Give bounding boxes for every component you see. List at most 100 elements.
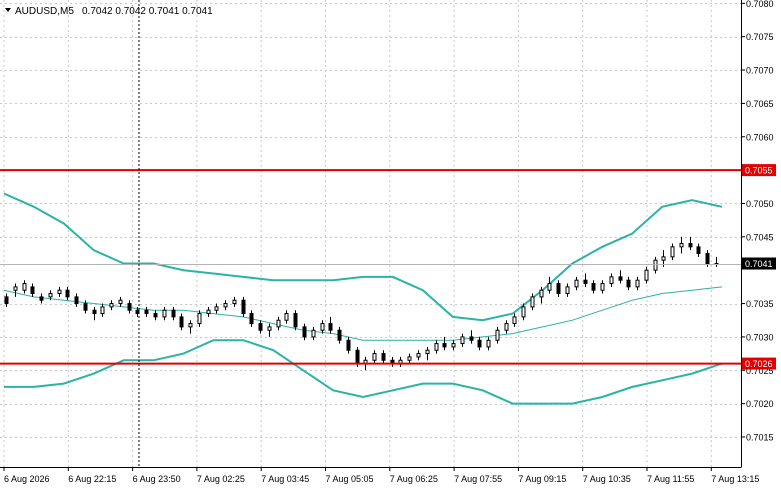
candle[interactable] [618,270,623,284]
candle[interactable] [460,333,465,347]
candle[interactable] [30,283,35,297]
candle[interactable] [74,293,79,307]
candle[interactable] [144,306,149,317]
candle-body [30,286,35,295]
price-tick-label: 0.7060 [746,132,774,142]
candle[interactable] [442,336,447,351]
bollinger-bands [3,192,723,405]
candle-body [434,343,439,351]
candle-body [626,279,631,288]
candle[interactable] [679,236,684,254]
candle[interactable] [644,266,649,284]
candle[interactable] [451,340,456,351]
candle[interactable] [276,316,281,331]
candle[interactable] [57,286,62,297]
candle-body [565,286,570,295]
candle[interactable] [223,300,228,311]
candle[interactable] [539,286,544,304]
candle[interactable] [530,293,535,311]
candle[interactable] [127,300,132,314]
time-tick-label: 7 Aug 07:55 [454,474,502,484]
candle[interactable] [162,306,167,321]
candle[interactable] [4,293,9,307]
candle-body [512,316,517,325]
candle[interactable] [425,346,430,361]
candle[interactable] [197,310,202,327]
candle[interactable] [600,280,605,294]
candle[interactable] [302,323,307,341]
candle[interactable] [214,303,219,314]
candle[interactable] [135,306,140,317]
candle[interactable] [109,300,114,311]
candle-body [223,303,228,308]
bollinger-lower-line [4,339,723,405]
candle[interactable] [653,256,658,274]
candle[interactable] [583,273,588,287]
candle[interactable] [311,326,316,341]
candle[interactable] [469,330,474,344]
time-tick-label: 6 Aug 2026 [4,474,50,484]
candle-body [188,323,193,328]
candle[interactable] [13,283,18,297]
candle[interactable] [696,243,701,257]
candle[interactable] [188,320,193,334]
candle[interactable] [118,296,123,307]
candle[interactable] [609,273,614,287]
candle[interactable] [206,306,211,317]
candle[interactable] [293,310,298,331]
candle[interactable] [688,236,693,251]
candle[interactable] [179,313,184,331]
candle[interactable] [320,320,325,334]
candle[interactable] [547,276,552,294]
candle[interactable] [241,296,246,317]
candle[interactable] [39,293,44,304]
price-tick-label: 0.7080 [746,0,774,9]
candle[interactable] [416,350,421,361]
candle[interactable] [249,310,254,327]
triangle-down-icon[interactable] [5,8,11,12]
candle[interactable] [565,283,570,297]
candle[interactable] [556,280,561,297]
candle-body [258,323,263,331]
candle[interactable] [328,316,333,334]
candle[interactable] [22,280,27,294]
candle[interactable] [284,310,289,324]
candle[interactable] [372,350,377,364]
candle[interactable] [346,336,351,354]
candle[interactable] [670,243,675,261]
candle[interactable] [92,306,97,321]
candle-body [530,296,535,308]
candle[interactable] [574,276,579,291]
candle-body [600,283,605,291]
candle[interactable] [153,310,158,321]
candle[interactable] [258,320,263,334]
candle[interactable] [171,306,176,321]
candle[interactable] [407,353,412,364]
candle[interactable] [635,276,640,291]
candle[interactable] [486,336,491,351]
candle[interactable] [504,320,509,334]
candle[interactable] [477,336,482,351]
candle[interactable] [434,340,439,354]
level-tag-1: 0.7026 [742,357,776,370]
candle[interactable] [232,296,237,307]
candle[interactable] [626,276,631,291]
candle[interactable] [48,290,53,301]
candle[interactable] [267,323,272,337]
candle-body [705,253,710,265]
candle[interactable] [65,286,70,301]
candle[interactable] [381,350,386,364]
time-tick-label: 6 Aug 23:50 [133,474,181,484]
candle[interactable] [83,300,88,314]
candle[interactable] [337,326,342,344]
horizontal-levels[interactable] [0,169,741,365]
candle[interactable] [512,313,517,327]
candle-body [372,353,377,361]
candle[interactable] [521,303,526,321]
candlestick-series[interactable] [4,236,719,371]
candle[interactable] [495,326,500,344]
candle-body [688,243,693,248]
candle[interactable] [100,303,105,317]
candle[interactable] [591,280,596,294]
